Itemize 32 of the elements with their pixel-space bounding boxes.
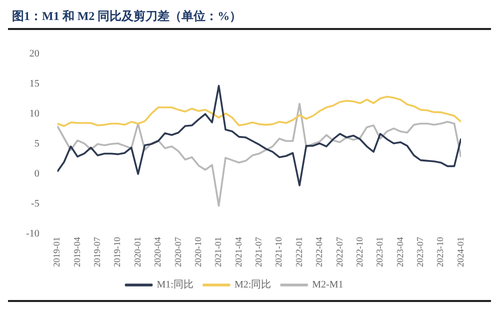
x-tick-label: 2023-07	[414, 236, 425, 268]
x-tick-label: 2023-04	[394, 236, 405, 268]
x-tick-label: 2020-04	[152, 236, 163, 268]
y-tick-label: -10	[26, 228, 40, 240]
y-tick-label: 0	[34, 168, 40, 180]
x-tick-label: 2019-01	[52, 237, 62, 268]
x-tick-label: 2021-10	[274, 236, 284, 268]
x-tick-label: 2019-04	[72, 236, 82, 268]
x-tick-label: 2023-01	[374, 237, 385, 268]
x-tick-label: 2020-01	[132, 237, 142, 268]
chart-title: 图1：M1 和 M2 同比及剪刀差（单位：%）	[8, 8, 491, 30]
x-tick-label: 2021-07	[254, 236, 264, 268]
x-tick-label: 2022-04	[314, 236, 324, 268]
legend-label: M2-M1	[312, 280, 344, 291]
y-tick-label: 5	[34, 138, 40, 150]
y-tick-label: -5	[30, 198, 40, 210]
y-tick-label: 15	[29, 78, 40, 90]
x-tick-label: 2020-10	[192, 236, 203, 268]
x-tick-label: 2022-10	[354, 236, 364, 268]
x-tick-label: 2021-04	[233, 236, 244, 268]
x-tick-label: 2021-01	[213, 237, 224, 268]
x-tick-label: 2020-07	[172, 236, 183, 268]
y-tick-label: 20	[29, 48, 40, 60]
x-tick-label: 2019-07	[92, 236, 102, 268]
x-tick-label: 2022-07	[334, 236, 344, 268]
x-tick-label: 2023-10	[435, 236, 446, 268]
legend-label: M1:同比	[156, 278, 194, 291]
x-tick-label: 2024-01	[455, 237, 466, 268]
x-tick-label: 2019-10	[112, 236, 122, 268]
y-tick-label: 10	[29, 108, 40, 120]
x-tick-label: 2022-01	[294, 237, 304, 268]
legend-label: M2:同比	[234, 278, 272, 291]
